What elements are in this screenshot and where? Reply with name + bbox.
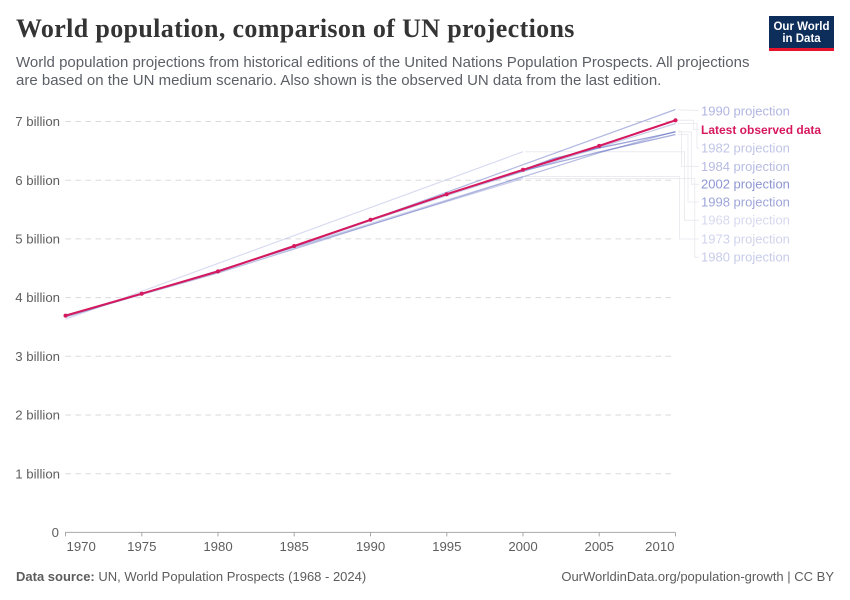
svg-text:2002 projection: 2002 projection [701,177,790,192]
svg-text:1985: 1985 [280,539,309,554]
svg-text:1982 projection: 1982 projection [701,141,790,156]
svg-text:2000: 2000 [508,539,537,554]
svg-text:2010: 2010 [645,539,674,554]
svg-text:1980 projection: 1980 projection [701,250,790,265]
svg-text:Latest observed data: Latest observed data [701,123,821,137]
svg-text:1968 projection: 1968 projection [701,213,790,228]
svg-text:5 billion: 5 billion [15,232,60,247]
svg-text:1995: 1995 [432,539,461,554]
svg-text:1970: 1970 [67,539,96,554]
svg-text:1 billion: 1 billion [15,466,60,481]
svg-text:4 billion: 4 billion [15,290,60,305]
svg-text:0: 0 [52,525,59,540]
svg-text:1990: 1990 [356,539,385,554]
svg-text:1973 projection: 1973 projection [701,232,790,247]
svg-text:2 billion: 2 billion [15,408,60,423]
svg-text:1975: 1975 [127,539,156,554]
svg-text:1980: 1980 [203,539,232,554]
svg-text:2005: 2005 [585,539,614,554]
svg-text:7 billion: 7 billion [15,114,60,129]
svg-text:1984 projection: 1984 projection [701,159,790,174]
svg-text:1998 projection: 1998 projection [701,195,790,210]
svg-text:6 billion: 6 billion [15,173,60,188]
svg-text:1990 projection: 1990 projection [701,104,790,119]
svg-text:3 billion: 3 billion [15,349,60,364]
